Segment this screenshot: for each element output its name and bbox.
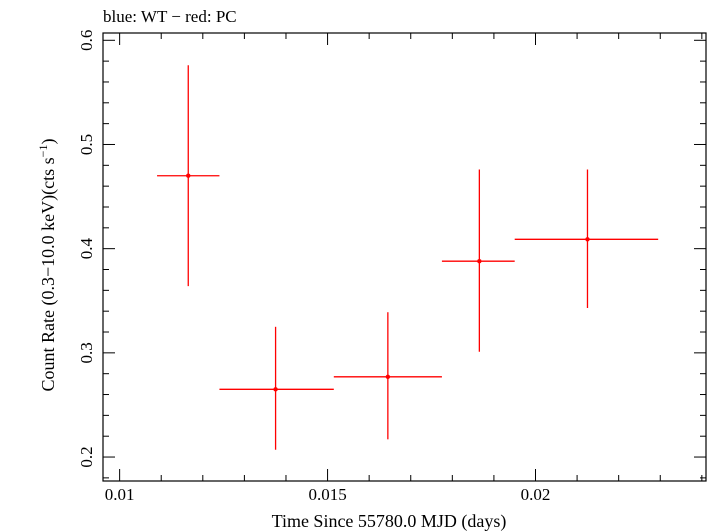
y-tick-label: 0.3 bbox=[77, 342, 96, 363]
data-point bbox=[441, 169, 515, 352]
y-tick-label: 0.2 bbox=[77, 446, 96, 467]
point-marker bbox=[273, 387, 278, 392]
y-tick-label: 0.4 bbox=[77, 238, 96, 260]
data-point bbox=[514, 169, 659, 309]
plot-frame bbox=[102, 32, 707, 482]
x-tick-label: 0.02 bbox=[521, 485, 551, 504]
y-axis-label-main: Count Rate (0.3−10.0 keV)(cts s bbox=[38, 157, 59, 391]
data-point bbox=[157, 65, 220, 287]
axis-ticks bbox=[103, 33, 706, 481]
y-axis-label-end: ) bbox=[38, 139, 59, 145]
x-axis-label: Time Since 55780.0 MJD (days) bbox=[272, 511, 507, 532]
tick-labels: 0.01 0.015 0.02 0.2 0.3 0.4 0.5 0.6 bbox=[77, 30, 550, 504]
y-tick-label: 0.5 bbox=[77, 134, 96, 155]
y-axis-label-superscript: −1 bbox=[36, 145, 50, 158]
point-marker bbox=[186, 173, 191, 178]
data-points bbox=[157, 65, 659, 450]
data-point bbox=[219, 326, 334, 450]
point-marker bbox=[477, 258, 482, 264]
y-tick-label: 0.6 bbox=[77, 30, 96, 51]
x-tick-label: 0.015 bbox=[308, 485, 346, 504]
y-axis-label: Count Rate (0.3−10.0 keV)(cts s−1) bbox=[36, 139, 59, 392]
data-point bbox=[333, 312, 442, 440]
chart-title: blue: WT − red: PC bbox=[103, 7, 237, 26]
point-marker bbox=[585, 237, 590, 242]
point-marker bbox=[385, 374, 391, 380]
x-tick-label: 0.01 bbox=[105, 485, 135, 504]
